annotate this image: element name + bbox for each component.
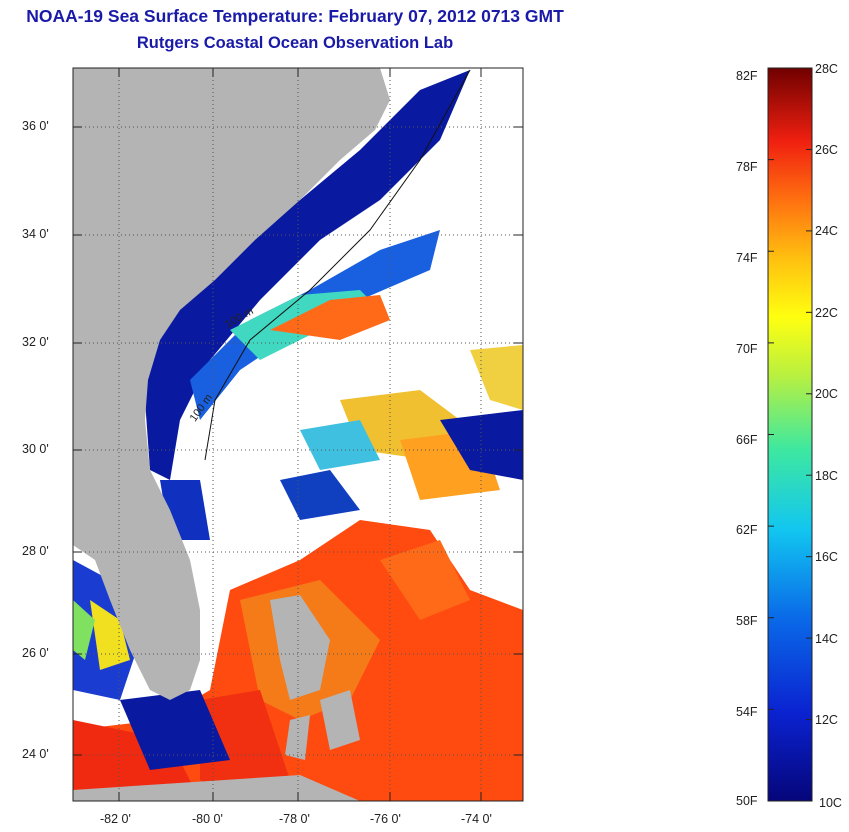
lat-label: 26 0': [22, 646, 49, 660]
land-bahamas: [270, 595, 330, 700]
lon-label: -74 0': [461, 812, 492, 826]
cb-c-label: 10C: [819, 796, 842, 810]
isobath-line: [204, 69, 471, 461]
cb-f-label: 62F: [736, 523, 758, 537]
land-mainland: [73, 68, 390, 700]
cb-c-label: 24C: [815, 224, 838, 238]
lat-label: 24 0': [22, 747, 49, 761]
lat-label: 28 0': [22, 544, 49, 558]
cb-c-label: 20C: [815, 387, 838, 401]
lon-label: -82 0': [100, 812, 131, 826]
lat-label: 34 0': [22, 227, 49, 241]
lon-label: -80 0': [192, 812, 223, 826]
cb-c-label: 18C: [815, 469, 838, 483]
cb-c-label: 12C: [815, 713, 838, 727]
cb-f-label: 70F: [736, 342, 758, 356]
map-image: [73, 68, 523, 801]
lon-label: -78 0': [279, 812, 310, 826]
lat-label: 32 0': [22, 335, 49, 349]
cb-c-label: 16C: [815, 550, 838, 564]
axis-ticks: [73, 68, 523, 801]
cold-water-region: [145, 70, 470, 480]
map-subtitle: Rutgers Coastal Ocean Observation Lab: [136, 34, 454, 52]
cb-c-label: 14C: [815, 632, 838, 646]
lat-label: 30 0': [22, 442, 49, 456]
cb-f-label: 54F: [736, 705, 758, 719]
cb-f-label: 78F: [736, 160, 758, 174]
cb-f-label: 58F: [736, 614, 758, 628]
lon-label: -76 0': [370, 812, 401, 826]
colorbar: [767, 67, 813, 802]
cb-c-label: 22C: [815, 306, 838, 320]
cb-c-label: 26C: [815, 143, 838, 157]
cb-f-label: 74F: [736, 251, 758, 265]
cb-f-label: 50F: [736, 794, 758, 808]
lat-label: 36 0': [22, 119, 49, 133]
map-title: NOAA-19 Sea Surface Temperature: Februar…: [26, 6, 564, 26]
cb-c-label: 28C: [815, 62, 838, 76]
cb-f-label: 82F: [736, 69, 758, 83]
cb-f-label: 66F: [736, 433, 758, 447]
